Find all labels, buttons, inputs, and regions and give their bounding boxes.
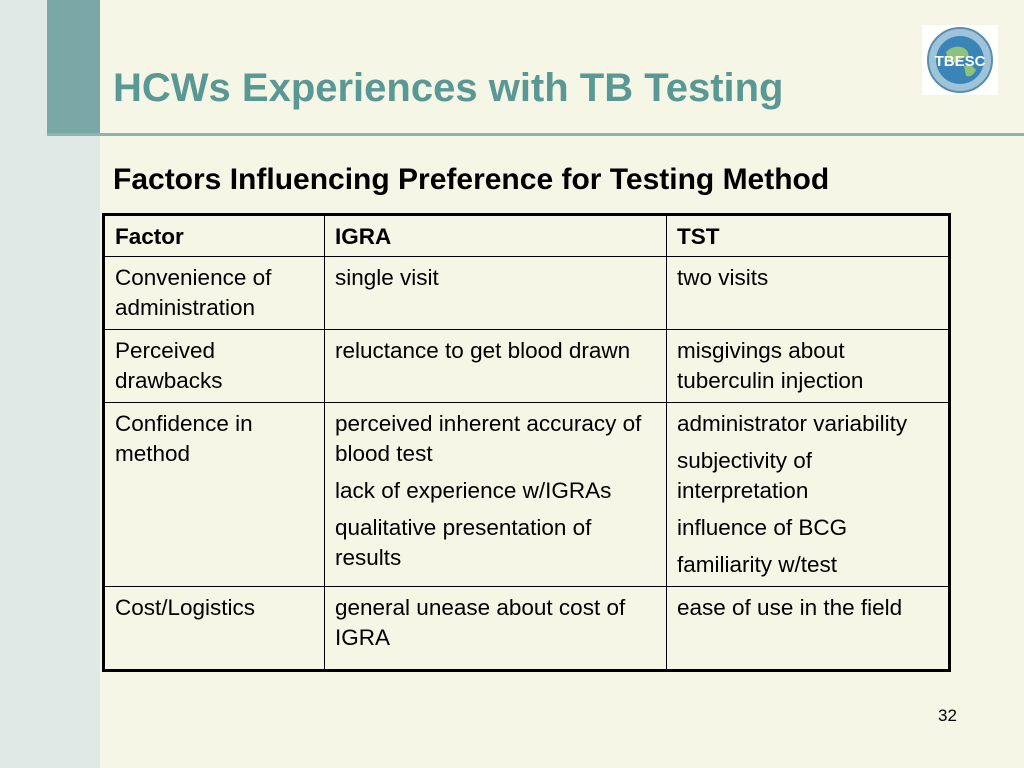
logo-text: TBESC xyxy=(935,53,986,70)
cell-text: familiarity w/test xyxy=(677,552,838,577)
cell-text: perceived inherent accuracy of blood tes… xyxy=(335,411,642,466)
table-heading: Factors Influencing Preference for Testi… xyxy=(113,163,830,196)
igra-cell: perceived inherent accuracy of blood tes… xyxy=(324,402,667,587)
factor-cell: Perceived drawbacks xyxy=(103,329,325,403)
table-row: Convenience of administration single vis… xyxy=(103,256,950,330)
cell-text: administrator variability xyxy=(677,411,908,436)
igra-cell: single visit xyxy=(324,256,667,330)
left-lower-band xyxy=(47,135,100,768)
header-tst: TST xyxy=(666,214,950,257)
factor-cell: Cost/Logistics xyxy=(103,586,325,671)
slide-title: HCWs Experiences with TB Testing xyxy=(113,66,784,110)
globe-logo-icon: TBESC xyxy=(927,27,993,93)
cell-text: reluctance to get blood drawn xyxy=(335,338,631,363)
cell-text: single visit xyxy=(335,265,439,290)
cell-text: lack of experience w/IGRAs xyxy=(335,478,612,503)
tst-cell: administrator variability subjectivity o… xyxy=(666,402,950,587)
table-row: Perceived drawbacks reluctance to get bl… xyxy=(103,329,950,403)
table-row: Cost/Logistics general unease about cost… xyxy=(103,586,950,671)
tst-cell: misgivings about tuberculin injection xyxy=(666,329,950,403)
factors-table: Factor IGRA TST Convenience of administr… xyxy=(102,213,951,672)
tbesc-logo: TBESC xyxy=(922,25,998,95)
cell-text: Cost/Logistics xyxy=(115,595,256,620)
header-factor: Factor xyxy=(103,214,325,257)
table-row: Confidence in method perceived inherent … xyxy=(103,402,950,587)
cell-text: influence of BCG xyxy=(677,515,848,540)
factor-cell: Convenience of administration xyxy=(103,256,325,330)
title-accent-bar xyxy=(47,0,100,135)
igra-cell: general unease about cost of IGRA xyxy=(324,586,667,671)
cell-text: misgivings about tuberculin injection xyxy=(677,338,864,393)
cell-text: subjectivity of interpretation xyxy=(677,448,813,503)
cell-text: Convenience of administration xyxy=(115,265,272,320)
tst-cell: ease of use in the field xyxy=(666,586,950,671)
cell-text: two visits xyxy=(677,265,769,290)
cell-text: qualitative presentation of results xyxy=(335,515,592,570)
table-header-row: Factor IGRA TST xyxy=(103,214,950,257)
left-decorative-band xyxy=(0,0,47,768)
cell-text: ease of use in the field xyxy=(677,595,903,620)
cell-text: Confidence in method xyxy=(115,411,253,466)
cell-text: general unease about cost of IGRA xyxy=(335,595,626,650)
factor-cell: Confidence in method xyxy=(103,402,325,587)
cell-text: Perceived drawbacks xyxy=(115,338,223,393)
page-number: 32 xyxy=(938,706,957,725)
title-divider xyxy=(47,133,1024,136)
header-igra: IGRA xyxy=(324,214,667,257)
igra-cell: reluctance to get blood drawn xyxy=(324,329,667,403)
tst-cell: two visits xyxy=(666,256,950,330)
